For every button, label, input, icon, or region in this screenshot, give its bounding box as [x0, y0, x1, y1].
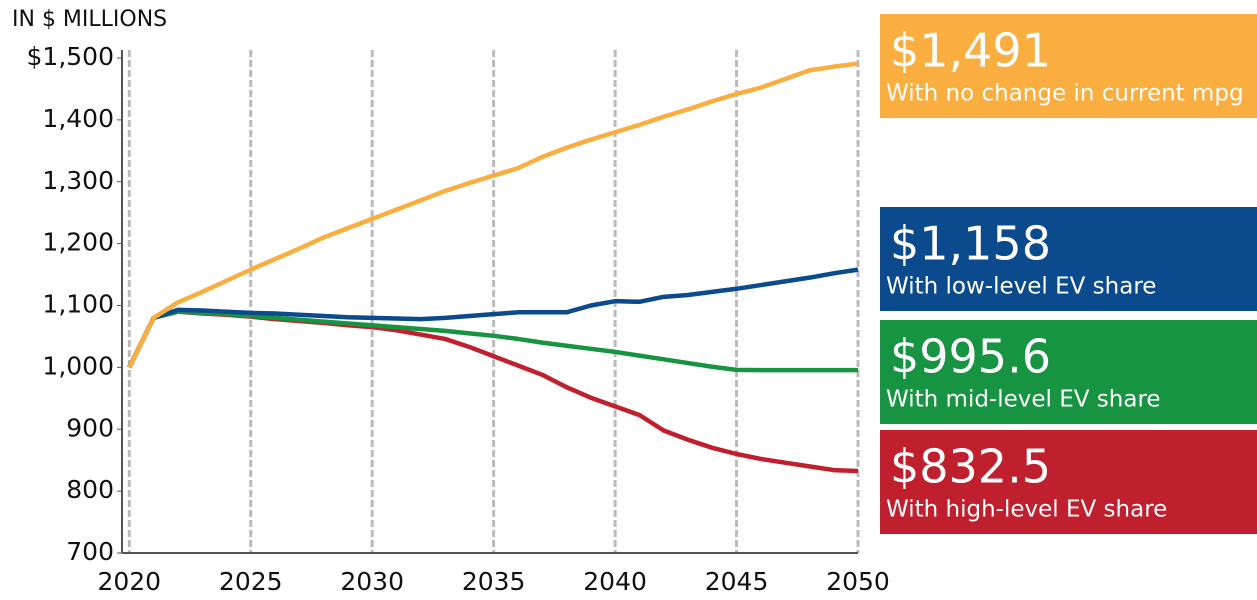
legend-box — [880, 430, 1257, 534]
y-tick-label: 700 — [66, 537, 114, 566]
y-tick-label: 1,200 — [42, 228, 114, 257]
legend-box — [880, 320, 1257, 424]
legend-value: $995.6 — [890, 330, 1051, 384]
legend-label: With low-level EV share — [886, 274, 1156, 300]
x-tick-label: 2040 — [583, 567, 647, 596]
x-tick-label: 2020 — [97, 567, 161, 596]
series-line — [127, 61, 859, 369]
legend-label: With no change in current mpg — [886, 81, 1244, 107]
x-tick-label: 2030 — [340, 567, 404, 596]
y-axis-label: IN $ MILLIONS — [12, 7, 167, 32]
legend-label: With high-level EV share — [886, 497, 1167, 523]
x-tick-label: 2035 — [462, 567, 526, 596]
series-line — [127, 309, 858, 373]
x-tick-label: 2045 — [705, 567, 769, 596]
legend-value: $1,158 — [890, 217, 1051, 271]
y-tick-label: 900 — [66, 413, 114, 442]
legend-value: $1,491 — [890, 24, 1051, 78]
legend-value: $832.5 — [890, 440, 1051, 494]
legend-box — [880, 14, 1257, 118]
y-tick-label: 1,300 — [42, 166, 114, 195]
x-tick-label: 2025 — [219, 567, 283, 596]
y-tick-label: 1,400 — [42, 104, 114, 133]
series-line — [127, 267, 859, 369]
y-tick-label: 1,000 — [42, 351, 114, 380]
y-tick-label: $1,500 — [27, 42, 114, 71]
y-tick-label: 800 — [66, 475, 114, 504]
legend-label: With mid-level EV share — [886, 387, 1161, 413]
y-tick-label: 1,100 — [42, 290, 114, 319]
x-tick-label: 2050 — [826, 567, 890, 596]
legend-box — [880, 207, 1257, 311]
